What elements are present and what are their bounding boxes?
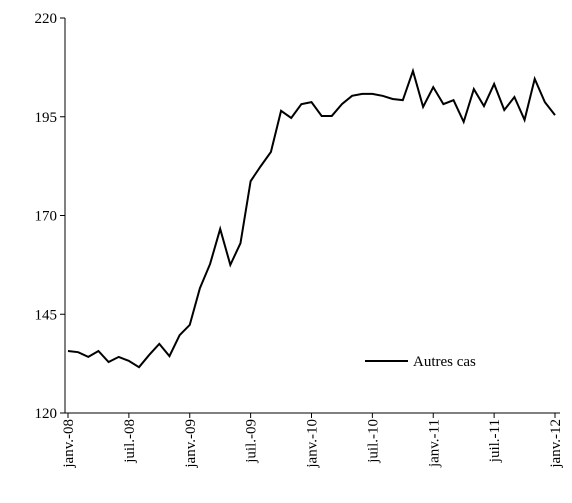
x-tick-label: juil.-11: [487, 419, 503, 463]
y-tick-label: 120: [35, 406, 58, 422]
x-tick-label: janv.-12: [548, 419, 564, 469]
x-tick-label: janv.-08: [61, 419, 77, 469]
y-tick-label: 220: [35, 11, 58, 27]
line-series: [67, 67, 556, 369]
x-tick-label: janv.-09: [183, 419, 199, 469]
legend-label: Autres cas: [413, 354, 476, 370]
x-tick-label: janv.-10: [305, 419, 321, 469]
y-tick-label: 145: [35, 307, 58, 323]
x-tick-label: juil.-09: [244, 419, 260, 464]
y-tick-label: 170: [35, 209, 58, 225]
x-tick-label: janv.-11: [426, 419, 442, 468]
y-tick-label: 195: [35, 110, 58, 126]
x-tick-label: juil.-08: [122, 419, 138, 464]
x-tick-label: juil.-10: [365, 419, 381, 464]
